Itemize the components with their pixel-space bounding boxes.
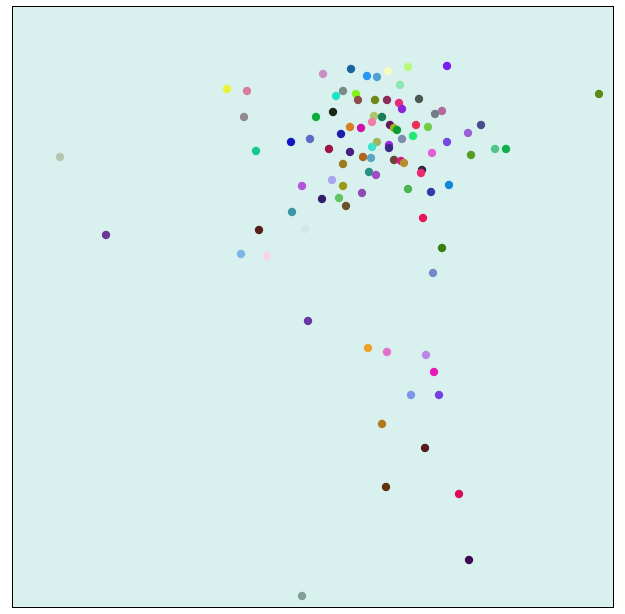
- data-point: [318, 69, 328, 79]
- data-point: [377, 112, 387, 122]
- data-point: [397, 104, 407, 114]
- data-point: [463, 128, 473, 138]
- data-point: [363, 343, 373, 353]
- data-point: [336, 129, 346, 139]
- data-point: [334, 193, 344, 203]
- data-point: [286, 137, 296, 147]
- data-point: [345, 147, 355, 157]
- data-point: [305, 134, 315, 144]
- data-point: [327, 175, 337, 185]
- data-point: [341, 201, 351, 211]
- data-point: [262, 251, 272, 261]
- data-point: [383, 66, 393, 76]
- data-point: [421, 350, 431, 360]
- data-point: [338, 86, 348, 96]
- data-point: [411, 120, 421, 130]
- data-point: [399, 158, 409, 168]
- data-point: [239, 112, 249, 122]
- data-point: [406, 390, 416, 400]
- data-point: [427, 148, 437, 158]
- data-point: [101, 230, 111, 240]
- data-point: [403, 184, 413, 194]
- data-point: [300, 224, 310, 234]
- data-point: [437, 106, 447, 116]
- plot-area: [12, 6, 614, 608]
- data-point: [297, 181, 307, 191]
- data-point: [328, 107, 338, 117]
- data-point: [408, 131, 418, 141]
- data-point: [442, 137, 452, 147]
- data-point: [356, 123, 366, 133]
- data-point: [362, 71, 372, 81]
- data-point: [444, 180, 454, 190]
- data-point: [338, 159, 348, 169]
- data-point: [397, 134, 407, 144]
- data-point: [428, 268, 438, 278]
- data-point: [371, 170, 381, 180]
- data-point: [395, 80, 405, 90]
- data-point: [429, 367, 439, 377]
- data-point: [464, 555, 474, 565]
- data-point: [416, 168, 426, 178]
- data-point: [297, 591, 307, 601]
- data-point: [311, 112, 321, 122]
- data-point: [357, 188, 367, 198]
- data-point: [426, 187, 436, 197]
- data-point: [437, 243, 447, 253]
- data-point: [382, 347, 392, 357]
- data-point: [476, 120, 486, 130]
- data-point: [420, 443, 430, 453]
- data-point: [384, 143, 394, 153]
- data-point: [55, 152, 65, 162]
- data-point: [317, 194, 327, 204]
- data-point: [389, 155, 399, 165]
- data-point: [254, 225, 264, 235]
- data-point: [454, 489, 464, 499]
- data-point: [236, 249, 246, 259]
- data-point: [338, 181, 348, 191]
- data-point: [392, 125, 402, 135]
- data-point: [414, 94, 424, 104]
- data-point: [423, 122, 433, 132]
- data-point: [331, 91, 341, 101]
- data-point: [367, 142, 377, 152]
- data-point: [366, 153, 376, 163]
- data-point: [242, 86, 252, 96]
- data-point: [372, 72, 382, 82]
- data-point: [346, 64, 356, 74]
- data-point: [353, 95, 363, 105]
- data-point: [594, 89, 604, 99]
- data-point: [466, 150, 476, 160]
- data-point: [442, 61, 452, 71]
- data-points: [55, 61, 604, 601]
- data-point: [287, 207, 297, 217]
- data-point: [251, 146, 261, 156]
- data-point: [418, 213, 428, 223]
- data-point: [430, 109, 440, 119]
- data-point: [358, 152, 368, 162]
- data-point: [377, 419, 387, 429]
- data-point: [434, 390, 444, 400]
- data-point: [345, 122, 355, 132]
- data-point: [222, 84, 232, 94]
- data-point: [382, 95, 392, 105]
- data-point: [364, 167, 374, 177]
- data-point: [490, 144, 500, 154]
- data-point: [324, 144, 334, 154]
- data-point: [367, 117, 377, 127]
- data-point: [403, 62, 413, 72]
- data-point: [303, 316, 313, 326]
- data-point: [381, 482, 391, 492]
- data-point: [370, 95, 380, 105]
- data-point: [501, 144, 511, 154]
